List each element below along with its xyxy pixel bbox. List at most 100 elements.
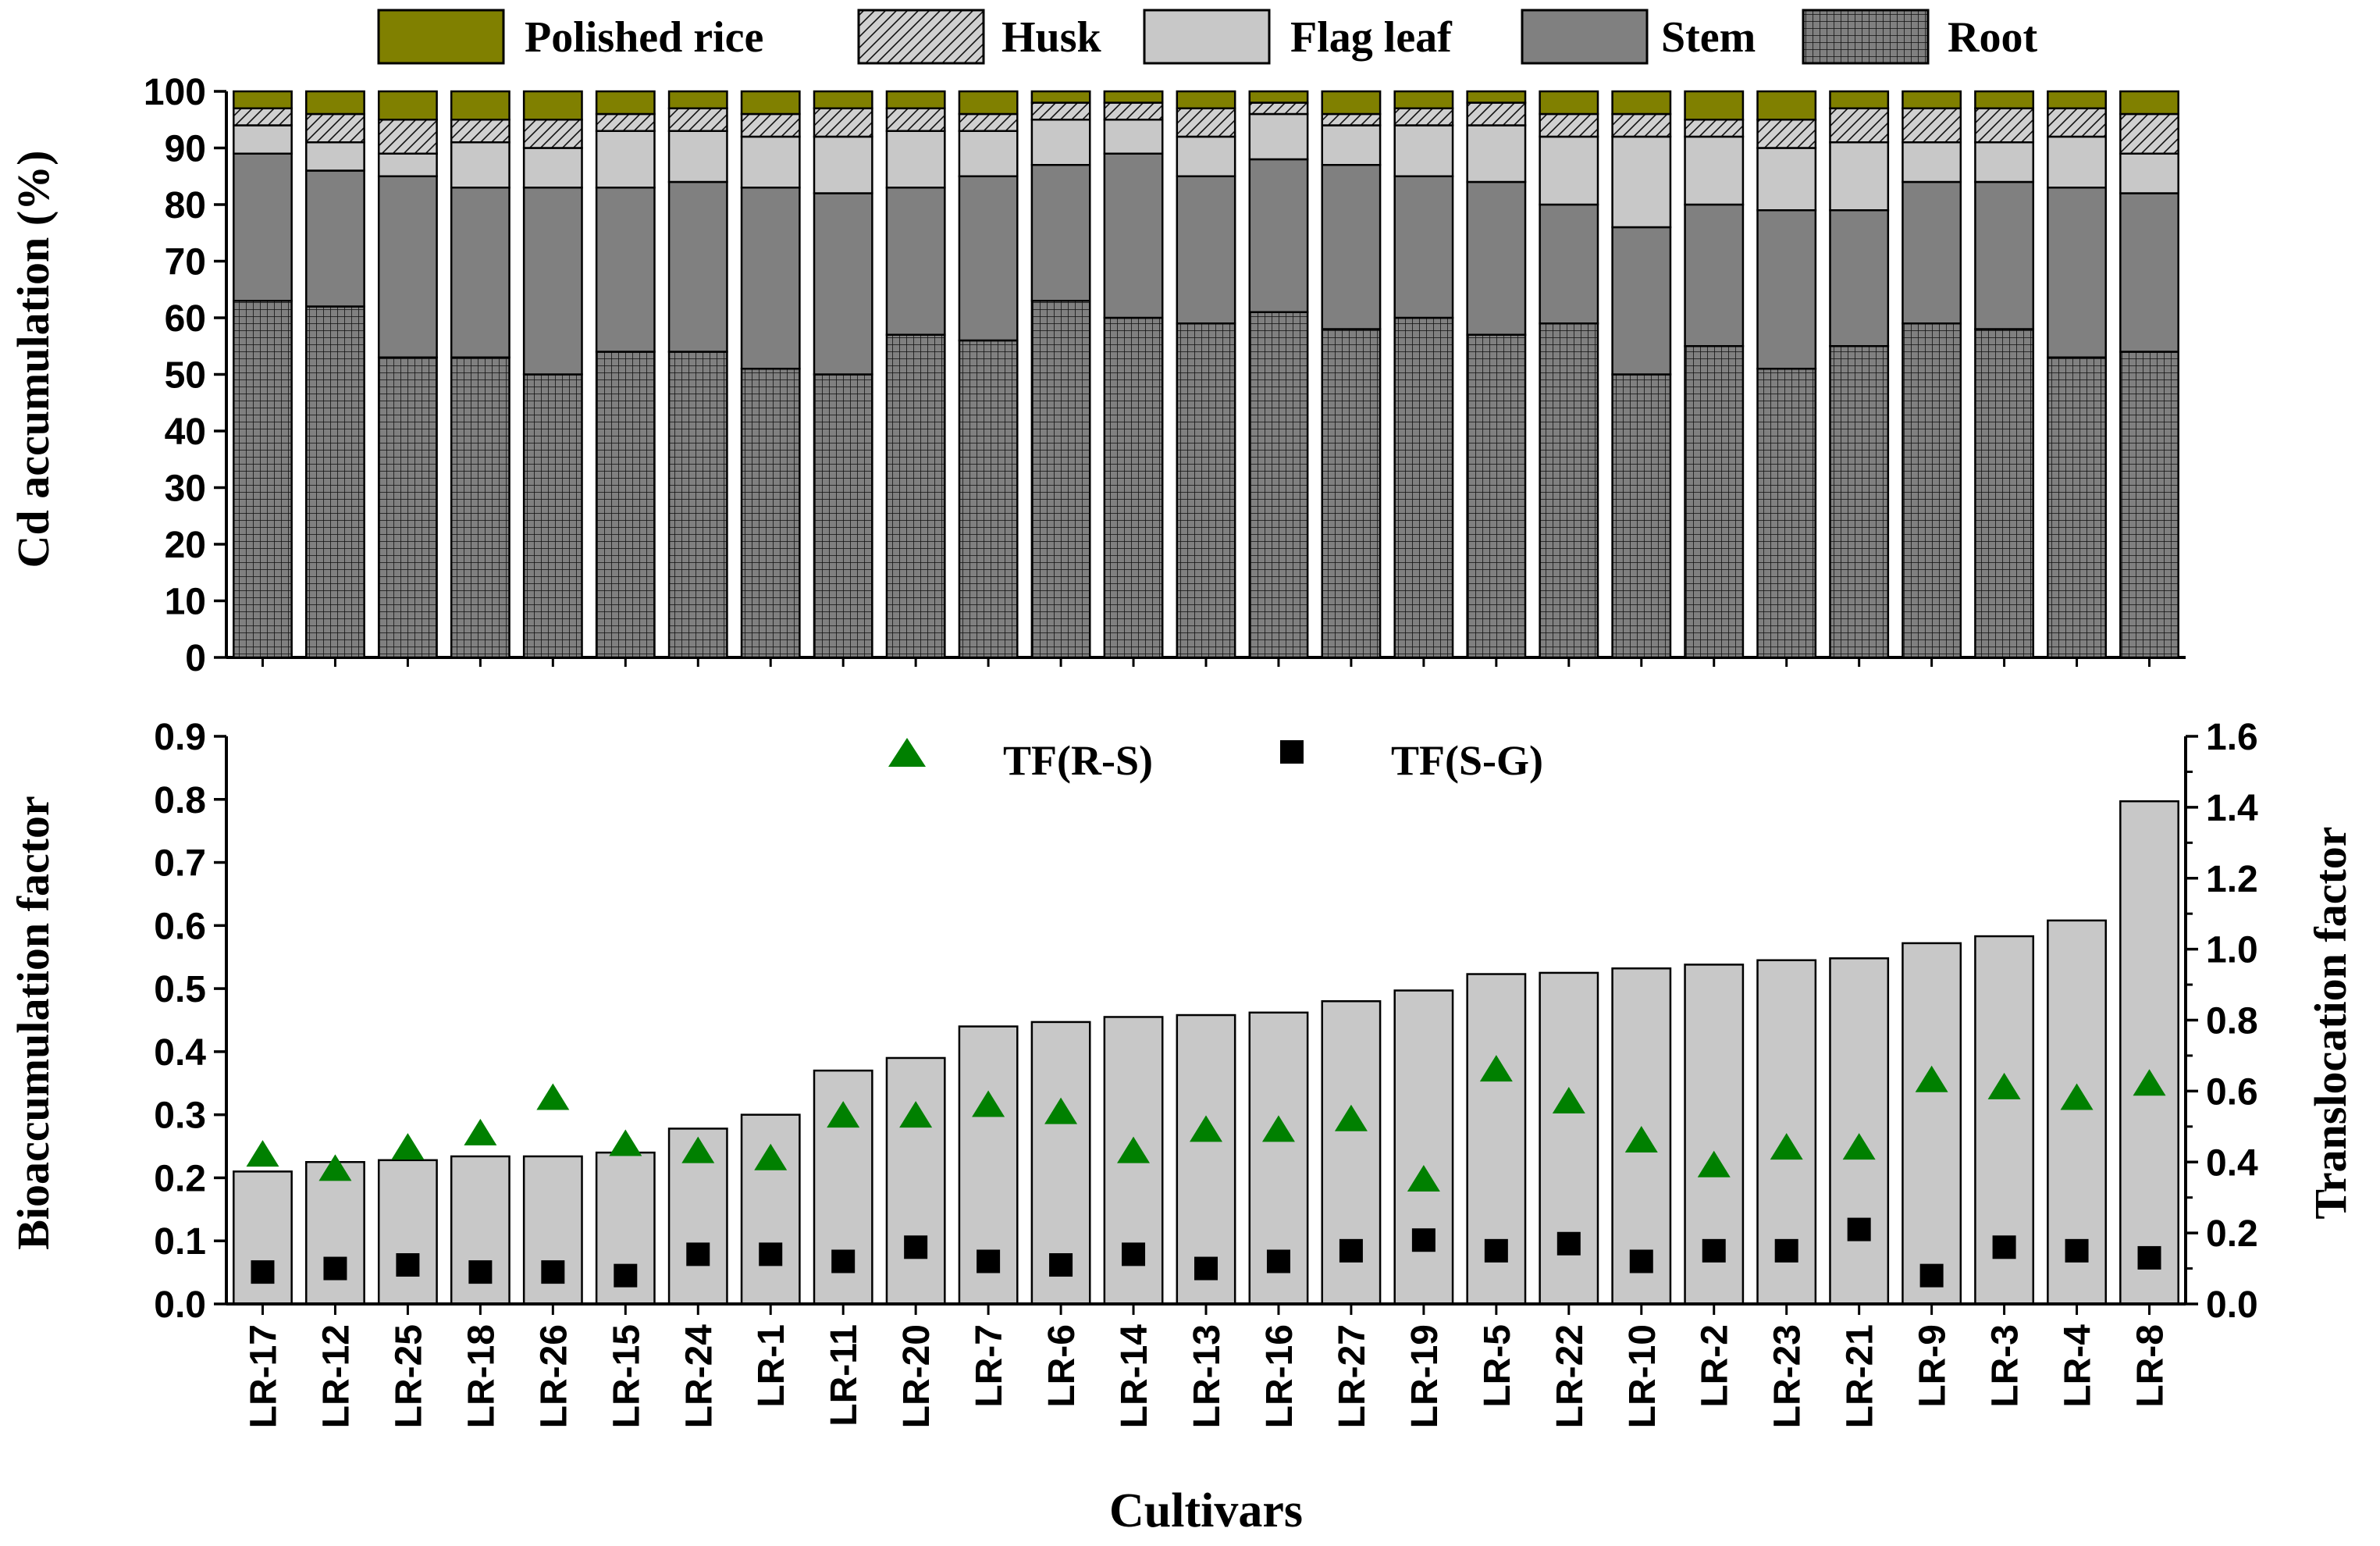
bar-segment-stem xyxy=(1030,164,1091,302)
tf-sg-marker xyxy=(396,1253,420,1277)
bar-segment-flag-leaf xyxy=(1829,141,1890,212)
tf-sg-marker xyxy=(1049,1253,1073,1277)
bottom-y-tick-label: 0.3 xyxy=(154,1095,206,1137)
top-y-axis-label: Cd accumulation (%) xyxy=(8,151,59,568)
bar-segment-husk xyxy=(885,107,946,132)
bar-segment-root xyxy=(377,356,438,659)
bar-segment-husk xyxy=(1756,119,1817,149)
bar-segment-husk xyxy=(958,112,1019,132)
tf-rs-marker xyxy=(1987,1072,2021,1099)
tf-rs-marker xyxy=(1697,1150,1731,1177)
tf-rs-marker xyxy=(1479,1055,1513,1082)
bar-segment-husk xyxy=(1611,112,1672,138)
tf-sg-marker xyxy=(904,1235,928,1259)
bar-segment-root xyxy=(1756,368,1817,659)
bottom-legend: TF(R-S) TF(S-G) xyxy=(888,737,1543,784)
bar-segment-flag-leaf xyxy=(1902,141,1962,183)
top-y-tick-label: 0 xyxy=(185,638,206,679)
top-y-tick-label: 30 xyxy=(165,468,206,510)
cultivar-label: LR-14 xyxy=(1114,1324,1155,1429)
bar-segment-polished-rice xyxy=(1176,90,1236,109)
bar-segment-stem xyxy=(1829,209,1890,347)
legend-triangle-marker xyxy=(888,738,926,767)
cultivar-label: LR-24 xyxy=(678,1324,720,1429)
bar-segment-stem xyxy=(1466,180,1527,336)
tf-sg-marker xyxy=(614,1263,638,1288)
bar-segment-flag-leaf xyxy=(233,124,293,155)
top-y-tick-label: 90 xyxy=(165,129,206,170)
tf-sg-marker xyxy=(1629,1249,1653,1273)
bar-segment-root xyxy=(1176,322,1236,659)
top-y-tick-label: 40 xyxy=(165,411,206,453)
tf-rs-marker xyxy=(2133,1069,2166,1096)
bioaccumulation-bar xyxy=(740,1113,801,1306)
bar-segment-polished-rice xyxy=(813,90,873,109)
bar-segment-stem xyxy=(233,152,293,302)
right-y-tick-label: 0.0 xyxy=(2206,1284,2258,1326)
bar-segment-flag-leaf xyxy=(1611,135,1672,229)
bar-segment-root xyxy=(1829,345,1890,659)
bar-segment-polished-rice xyxy=(1466,90,1527,104)
bar-segment-flag-leaf xyxy=(377,152,438,177)
legend-label: TF(R-S) xyxy=(1003,737,1153,784)
bioaccumulation-bar xyxy=(1829,957,1890,1306)
cultivar-label: LR-7 xyxy=(969,1324,1010,1408)
right-y-tick-label: 1.2 xyxy=(2206,859,2258,900)
tf-sg-marker xyxy=(759,1242,783,1266)
cultivar-label: LR-23 xyxy=(1767,1324,1809,1428)
bar-segment-polished-rice xyxy=(233,90,293,109)
x-axis-label: Cultivars xyxy=(1109,1484,1303,1537)
bar-segment-stem xyxy=(885,187,946,336)
bar-segment-flag-leaf xyxy=(667,130,728,183)
cultivar-label: LR-16 xyxy=(1259,1324,1300,1428)
bar-segment-stem xyxy=(377,175,438,358)
right-y-tick-label: 0.2 xyxy=(2206,1213,2258,1255)
bar-segment-root xyxy=(2047,356,2107,659)
bar-segment-polished-rice xyxy=(1393,90,1454,109)
tf-sg-marker xyxy=(1702,1238,1726,1263)
bar-segment-root xyxy=(233,300,293,659)
tf-sg-marker xyxy=(1774,1238,1798,1263)
tf-sg-marker xyxy=(1919,1263,1944,1288)
tf-rs-marker xyxy=(246,1140,279,1167)
cultivar-label: LR-10 xyxy=(1622,1324,1663,1428)
top-y-tick-label: 80 xyxy=(165,185,206,226)
bar-segment-root xyxy=(958,339,1019,659)
bottom-y-tick-label: 0.7 xyxy=(154,843,206,885)
bar-segment-stem xyxy=(1248,158,1309,313)
tf-sg-marker xyxy=(1556,1231,1581,1256)
bar-segment-polished-rice xyxy=(1611,90,1672,116)
bar-segment-husk xyxy=(305,112,365,144)
cultivar-label: LR-20 xyxy=(896,1324,937,1428)
cultivar-label: LR-11 xyxy=(824,1324,865,1427)
tf-rs-marker xyxy=(1044,1097,1078,1124)
bar-segment-polished-rice xyxy=(885,90,946,109)
bar-segment-husk xyxy=(1829,107,1890,144)
legend-label: Husk xyxy=(1001,13,1101,62)
right-y-tick-label: 0.8 xyxy=(2206,1001,2258,1042)
bar-segment-flag-leaf xyxy=(813,135,873,194)
bar-segment-husk xyxy=(522,119,583,149)
bar-segment-polished-rice xyxy=(377,90,438,121)
tf-rs-marker xyxy=(318,1154,352,1181)
legend-label: Polished rice xyxy=(525,13,763,62)
bar-segment-root xyxy=(1393,316,1454,659)
legend-swatch-root xyxy=(1802,9,1930,65)
tf-sg-marker xyxy=(831,1249,856,1273)
bar-segment-husk xyxy=(1393,107,1454,126)
bar-segment-husk xyxy=(1466,102,1527,126)
bar-segment-flag-leaf xyxy=(1321,124,1382,166)
bottom-y-tick-label: 0.5 xyxy=(154,969,206,1010)
tf-rs-marker xyxy=(1334,1104,1368,1131)
tf-sg-marker xyxy=(251,1260,275,1284)
bioaccumulation-bar xyxy=(377,1159,438,1306)
bar-segment-flag-leaf xyxy=(1030,119,1091,166)
bar-segment-flag-leaf xyxy=(1176,135,1236,177)
bar-segment-stem xyxy=(1393,175,1454,319)
bar-segment-flag-leaf xyxy=(1466,124,1527,183)
bar-segment-root xyxy=(1466,333,1527,659)
bar-segment-polished-rice xyxy=(1684,90,1745,121)
top-legend: Polished rice Husk Flag leaf Stem Root xyxy=(377,9,2037,65)
bar-segment-root xyxy=(1248,311,1309,659)
